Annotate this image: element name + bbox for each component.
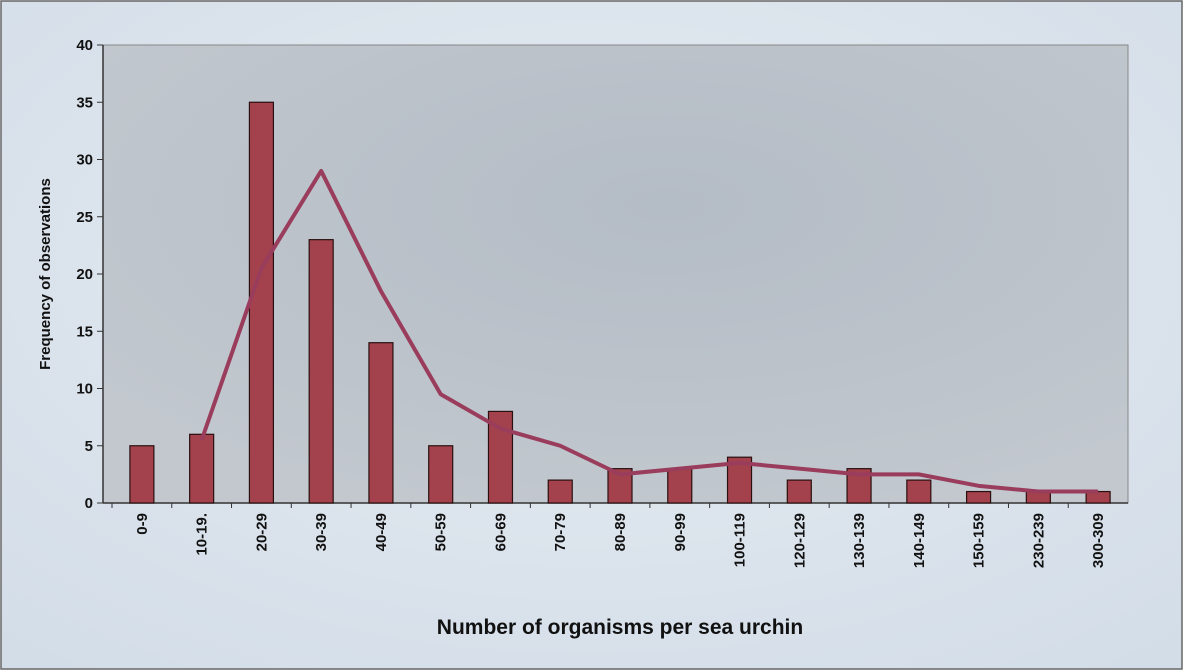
y-tick-label: 40	[76, 37, 93, 54]
y-tick-label: 10	[76, 381, 93, 398]
x-tick-label: 0-9	[134, 513, 151, 535]
y-tick-label: 5	[85, 438, 93, 455]
x-tick-label: 130-139	[851, 513, 868, 568]
x-tick-label: 50-59	[433, 513, 450, 551]
trend-line	[199, 168, 1099, 494]
y-tick-label: 20	[76, 266, 93, 283]
bar	[965, 490, 992, 504]
x-tick-label: 70-79	[552, 513, 569, 551]
x-axis-title: Number of organisms per sea urchin	[437, 616, 803, 639]
bar	[129, 445, 155, 504]
x-tick-label: 140-149	[911, 513, 928, 568]
y-tick-label: 30	[76, 152, 93, 169]
x-tick-label: 230-239	[1030, 513, 1047, 568]
bar	[786, 479, 812, 504]
x-tick-label: 120-129	[791, 513, 808, 568]
x-tick-label: 40-49	[373, 513, 390, 551]
x-tick-label: 30-39	[313, 513, 330, 551]
bar	[248, 101, 275, 504]
bar	[428, 445, 454, 504]
x-tick-label: 60-69	[492, 513, 509, 551]
bar	[906, 479, 932, 504]
x-tick-label: 10-19.	[194, 513, 211, 556]
bar	[189, 433, 215, 504]
y-axis-title: Frequency of observations	[37, 178, 54, 370]
x-tick-label: 300-309	[1090, 513, 1107, 568]
bar	[368, 342, 394, 504]
x-tick-label: 100-119	[732, 513, 749, 567]
y-tick-label: 35	[76, 94, 93, 111]
x-tick-label: 80-89	[612, 513, 629, 551]
y-tick-label: 15	[76, 323, 93, 340]
x-tick-label: 20-29	[253, 513, 270, 551]
x-tick-label: 150-159	[971, 513, 988, 568]
bar	[667, 468, 693, 504]
y-tick-label: 25	[76, 209, 93, 226]
bar	[547, 479, 573, 504]
x-tick-label: 90-99	[672, 513, 689, 551]
bar	[308, 239, 334, 504]
y-tick-label: 0	[85, 495, 93, 512]
